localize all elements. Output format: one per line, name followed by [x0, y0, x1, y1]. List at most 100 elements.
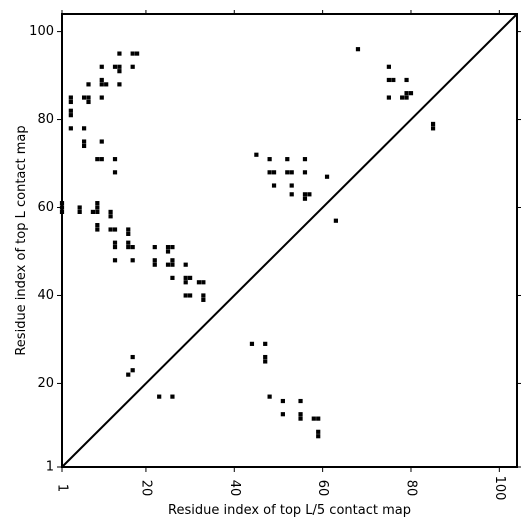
contact-point [188, 275, 193, 280]
contact-point [324, 174, 330, 179]
contact-point [130, 51, 135, 56]
y-axis-ticks: 1 20 40 60 80 100 [29, 24, 521, 475]
contact-point [280, 412, 285, 417]
contact-point [183, 293, 188, 298]
contact-point [68, 126, 73, 131]
contact-point [404, 91, 409, 96]
contact-point [430, 126, 436, 131]
x-tick-label: 40 [227, 480, 242, 497]
contact-point [183, 275, 188, 280]
diagonal-line [61, 13, 518, 468]
y-tick-label: 40 [37, 288, 54, 303]
contact-point [271, 170, 277, 175]
contact-point [112, 258, 118, 263]
contact-point [99, 82, 104, 87]
contact-point [152, 245, 157, 250]
contact-point [280, 398, 285, 404]
contact-point [285, 170, 290, 175]
contact-point [188, 293, 193, 298]
contact-point [157, 394, 162, 399]
contact-point [117, 64, 122, 69]
contact-point [130, 245, 135, 250]
contact-point [263, 341, 268, 346]
contact-point [99, 139, 104, 144]
contact-point [263, 359, 268, 364]
contact-point [86, 95, 91, 100]
x-tick-label: 1 [55, 484, 70, 492]
contact-point [95, 157, 100, 162]
contact-point [170, 258, 175, 263]
contact-point [271, 183, 277, 188]
contact-point [112, 240, 118, 245]
contact-point [267, 157, 272, 162]
contact-point [386, 64, 391, 69]
contact-point [196, 280, 202, 285]
contact-point [289, 183, 294, 188]
contact-point [311, 416, 316, 421]
contact-point [298, 416, 303, 421]
contact-point [77, 209, 82, 214]
contact-point [152, 262, 157, 267]
contact-point [333, 218, 338, 223]
contact-point [112, 64, 118, 69]
x-tick-label: 100 [492, 476, 507, 501]
contact-point [289, 192, 294, 197]
contact-point [400, 95, 405, 100]
contact-point [108, 214, 113, 219]
contact-point [263, 354, 268, 360]
contact-point [404, 95, 409, 100]
contact-point [298, 412, 303, 417]
contact-point [201, 297, 206, 302]
contact-point [165, 245, 171, 250]
contact-point [249, 341, 255, 346]
contact-point [430, 121, 436, 127]
x-tick-label: 80 [403, 480, 418, 497]
contact-point [86, 82, 91, 87]
x-tick-label: 20 [138, 480, 153, 497]
contact-point [302, 170, 308, 175]
y-tick-label: 1 [46, 460, 54, 475]
contact-point [108, 227, 113, 232]
y-tick-label: 20 [37, 376, 54, 391]
contact-point [68, 95, 73, 100]
contact-point [298, 398, 303, 404]
contact-point [126, 245, 131, 250]
contact-point [165, 262, 171, 267]
contact-point [285, 157, 290, 162]
contact-point [355, 47, 361, 52]
contact-point [95, 227, 100, 232]
contact-point [68, 99, 73, 105]
contact-point [108, 209, 113, 214]
x-axis-title: Residue index of top L/5 contact map [168, 503, 411, 518]
plot-frame [61, 13, 518, 468]
contact-point [112, 170, 118, 175]
contact-point [130, 258, 135, 263]
y-tick-label: 80 [37, 112, 54, 127]
contact-marks [59, 47, 436, 439]
contact-point [104, 82, 109, 87]
contact-point [68, 113, 73, 118]
contact-point [81, 126, 87, 131]
contact-point [99, 77, 104, 83]
contact-point [81, 139, 87, 144]
contact-point [386, 95, 391, 100]
contact-point [117, 51, 122, 56]
y-tick-label: 60 [37, 200, 54, 215]
contact-point [112, 245, 118, 250]
contact-point [201, 293, 206, 298]
contact-point [130, 354, 135, 360]
contact-point [117, 82, 122, 87]
contact-point [99, 95, 104, 100]
contact-point [183, 262, 188, 267]
contact-point [126, 231, 131, 236]
contact-point [126, 227, 131, 232]
x-tick-label: 60 [315, 480, 330, 497]
contact-point [391, 77, 396, 83]
contact-point [135, 51, 140, 56]
contact-point [81, 143, 87, 149]
contact-point [408, 91, 414, 96]
contact-point [254, 152, 259, 157]
contact-point [267, 170, 272, 175]
contact-point [170, 394, 175, 399]
